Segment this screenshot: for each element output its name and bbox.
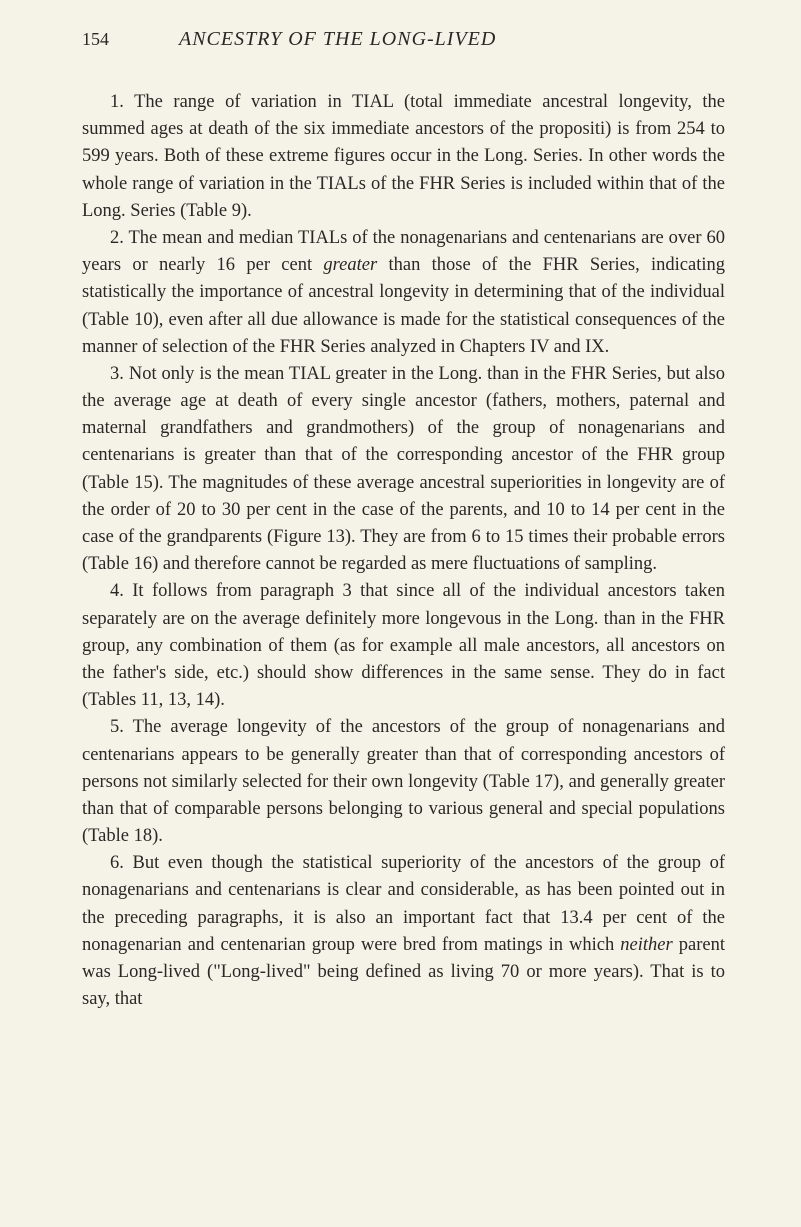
- paragraph-2: 2. The mean and median TIALs of the nona…: [82, 225, 725, 361]
- para-text: 1. The range of variation in TIAL (total…: [82, 92, 725, 221]
- paragraph-5: 5. The average longevity of the ancestor…: [82, 714, 725, 850]
- paragraph-3: 3. Not only is the mean TIAL greater in …: [82, 361, 725, 579]
- para-text: 3. Not only is the mean TIAL greater in …: [82, 364, 725, 574]
- page-title: ANCESTRY OF THE LONG-LIVED: [179, 28, 496, 51]
- paragraph-1: 1. The range of variation in TIAL (total…: [82, 89, 725, 225]
- page-number: 154: [82, 29, 109, 50]
- italic-greater: greater: [323, 255, 377, 275]
- para-text: 5. The average longevity of the ancestor…: [82, 717, 725, 846]
- paragraph-4: 4. It follows from paragraph 3 that sinc…: [82, 578, 725, 714]
- body-text: 1. The range of variation in TIAL (total…: [82, 89, 725, 1013]
- para-text: 4. It follows from paragraph 3 that sinc…: [82, 581, 725, 710]
- page-header: 154 ANCESTRY OF THE LONG-LIVED: [82, 28, 725, 51]
- italic-neither: neither: [620, 935, 672, 955]
- paragraph-6: 6. But even though the statistical super…: [82, 850, 725, 1013]
